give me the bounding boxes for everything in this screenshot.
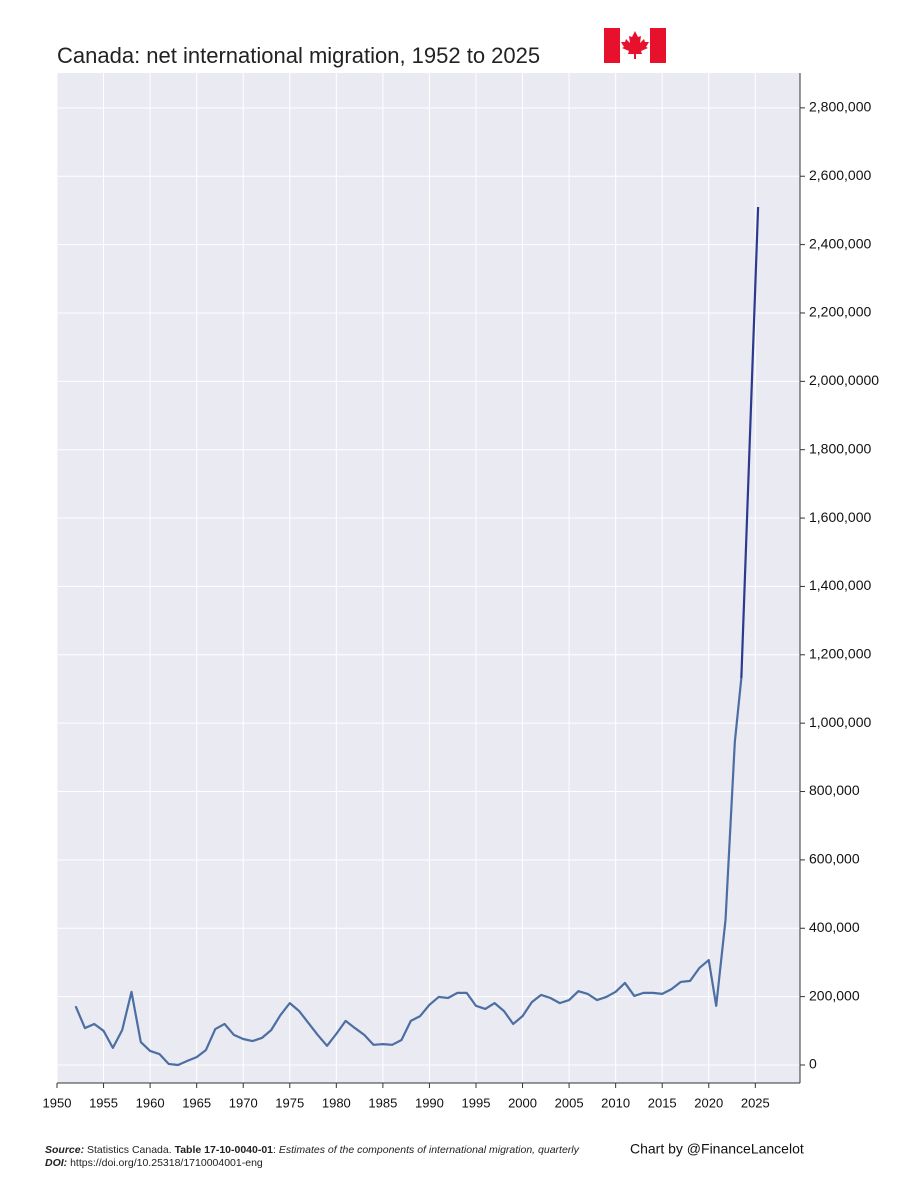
y-tick-label: 2,400,000 (809, 235, 871, 251)
credit: Chart by @FinanceLancelot (630, 1141, 804, 1157)
y-tick-label: 1,600,000 (809, 509, 871, 525)
chart-title: Canada: net international migration, 195… (57, 43, 540, 68)
source-desc: Estimates of the components of internati… (279, 1144, 580, 1156)
source-line: Source: Statistics Canada. Table 17-10-0… (45, 1144, 580, 1156)
x-tick-label: 1950 (43, 1095, 72, 1110)
x-tick-label: 1990 (415, 1095, 444, 1110)
y-tick-label: 1,000,000 (809, 714, 871, 730)
y-tick-label: 1,800,000 (809, 440, 871, 456)
y-tick-label: 2,000,0000 (809, 372, 879, 388)
x-tick-label: 1985 (368, 1095, 397, 1110)
y-tick-label: 2,800,000 (809, 99, 871, 115)
y-tick-label: 200,000 (809, 987, 860, 1003)
x-tick-label: 2020 (694, 1095, 723, 1110)
x-tick-label: 2000 (508, 1095, 537, 1110)
x-tick-label: 2025 (741, 1095, 770, 1110)
data-line (740, 206, 760, 679)
doi-line: DOI: https://doi.org/10.25318/1710004001… (45, 1157, 263, 1169)
plot-area (57, 73, 800, 1083)
source-label: Source: (45, 1144, 84, 1156)
x-tick-label: 1980 (322, 1095, 351, 1110)
x-tick-label: 1995 (462, 1095, 491, 1110)
y-tick-label: 400,000 (809, 919, 860, 935)
x-tick-label: 2010 (601, 1095, 630, 1110)
x-tick-label: 1960 (136, 1095, 165, 1110)
flag (604, 28, 666, 63)
x-tick-label: 1965 (182, 1095, 211, 1110)
y-tick-label: 1,200,000 (809, 645, 871, 661)
x-tick-label: 1970 (229, 1095, 258, 1110)
x-tick-label: 1975 (275, 1095, 304, 1110)
y-tick-label: 2,200,000 (809, 304, 871, 320)
y-tick-label: 800,000 (809, 782, 860, 798)
doi: https://doi.org/10.25318/1710004001-eng (70, 1157, 263, 1169)
doi-label: DOI: (45, 1157, 67, 1169)
y-tick-label: 0 (809, 1056, 817, 1072)
source-table: Table 17-10-0040-01 (175, 1144, 274, 1156)
x-tick-label: 2005 (555, 1095, 584, 1110)
y-tick-label: 600,000 (809, 851, 860, 867)
y-tick-label: 1,400,000 (809, 577, 871, 593)
x-tick-label: 2015 (648, 1095, 677, 1110)
data-line (74, 677, 743, 1067)
y-tick-label: 2,600,000 (809, 167, 871, 183)
x-tick-label: 1955 (89, 1095, 118, 1110)
source-org: Statistics Canada. (87, 1144, 172, 1156)
separator: : (273, 1144, 279, 1156)
